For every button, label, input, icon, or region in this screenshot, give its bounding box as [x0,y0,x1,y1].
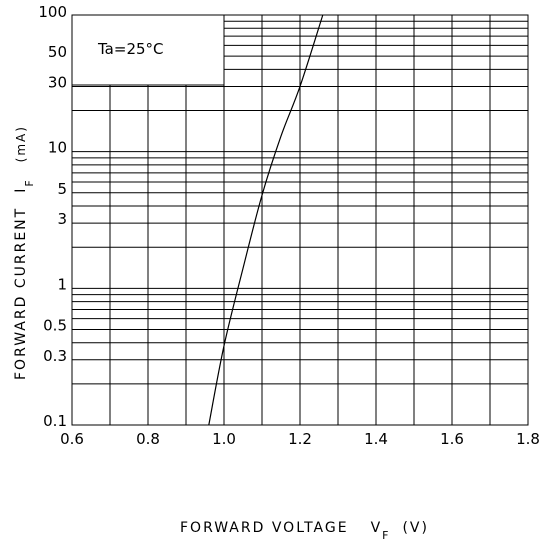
y-tick-label: 30 [48,73,67,91]
y-axis-label-main: FORWARD CURRENT [13,207,29,380]
y-axis-symbol: I [13,187,29,193]
annotation-box [71,14,225,86]
annotation-text: Ta=25°C [97,40,164,58]
grid [72,15,528,425]
x-axis-label-main: FORWARD VOLTAGE [180,520,349,536]
series-line [208,14,324,426]
x-tick-label: 1.6 [440,430,464,448]
x-tick-label: 1.4 [364,430,388,448]
y-tick-label: 100 [38,3,67,21]
y-tick-label: 10 [48,139,67,157]
tick-labels: 0.6 0.8 1.0 1.2 1.4 1.6 1.8 0.1 0.3 0.5 1 3 5 10 30 50 1… [38,3,540,448]
y-tick-label: 5 [57,180,67,198]
x-axis-label: FORWARD VOLTAGE VF (V) [180,520,429,542]
plot-frame [71,14,529,426]
x-axis-subscript: F [382,529,390,542]
y-axis-subscript: F [23,178,36,186]
x-tick-label: 0.8 [136,430,160,448]
x-tick-label: 0.6 [60,430,84,448]
y-axis-label: FORWARD CURRENT IF (mA) [13,125,36,380]
y-axis-unit: (mA) [14,125,28,162]
x-tick-label: 1.0 [212,430,236,448]
y-tick-label: 0.3 [43,347,67,365]
y-tick-label: 3 [57,210,67,228]
y-tick-label: 0.1 [43,412,67,430]
x-axis-unit: (V) [402,520,429,536]
x-tick-label: 1.8 [516,430,540,448]
y-tick-label: 1 [57,275,67,293]
series-layer [208,14,324,426]
x-tick-label: 1.2 [288,430,312,448]
x-axis-symbol: V [371,520,383,536]
y-tick-label: 0.5 [43,316,67,334]
y-tick-label: 50 [48,43,67,61]
